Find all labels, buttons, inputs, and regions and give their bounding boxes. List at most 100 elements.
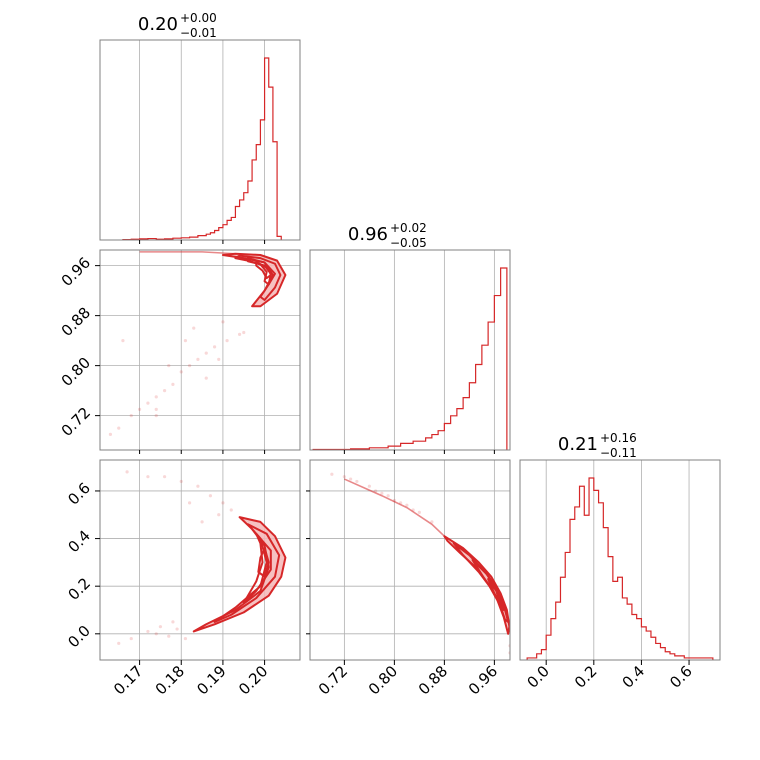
panel-frame [99, 459, 301, 661]
title-value: 0.20 [138, 14, 178, 35]
scatter-point [167, 634, 171, 638]
scatter-point [200, 520, 204, 524]
scatter-point [204, 351, 208, 355]
scatter-point [221, 501, 225, 505]
scatter-point [217, 513, 221, 517]
panel-background [310, 460, 510, 660]
y-tick-label: 0.6 [64, 479, 94, 509]
panel-frame [99, 39, 301, 241]
contour-level [246, 257, 276, 286]
panel-background [310, 250, 510, 450]
scatter-point [117, 641, 121, 645]
scatter-point [108, 432, 113, 436]
y-tick-label: 0.4 [64, 527, 94, 557]
scatter-point [154, 395, 158, 399]
scatter-point [183, 339, 188, 343]
title-lower-error: −0.01 [180, 26, 217, 40]
scatter-point [417, 510, 421, 514]
contour-level [471, 559, 505, 611]
histogram-step-line [526, 477, 714, 660]
scatter-point [212, 345, 217, 349]
scatter-point [355, 479, 359, 484]
scatter-point [242, 330, 246, 335]
scatter-point [386, 494, 390, 498]
histogram-step-line [122, 57, 282, 240]
scatter-point [146, 401, 150, 405]
contour-level [487, 578, 502, 607]
x-tick-label: 0.6 [666, 662, 696, 692]
scatter-point [342, 475, 346, 479]
x-tick-label: 0.80 [365, 662, 401, 698]
scatter-point [183, 636, 188, 641]
x-tick-label: 0.4 [619, 662, 649, 692]
title-upper-error: +0.02 [390, 221, 427, 235]
histogram-title-2: 0.21 +0.16−0.11 [558, 431, 637, 460]
scatter-point [179, 370, 183, 374]
scatter-point [367, 484, 371, 488]
scatter-point [162, 389, 167, 393]
contour-level [255, 260, 272, 280]
scatter-point [187, 501, 192, 505]
x-tick-label: 0.96 [465, 662, 501, 698]
scatter-point [208, 494, 213, 498]
contour-level [213, 523, 281, 623]
x-tick-label: 0.17 [110, 662, 146, 698]
panel-plot-area [526, 460, 714, 660]
y-tick-label: 0.2 [64, 574, 94, 604]
contour-panel-1-2 [309, 459, 511, 661]
scatter-point [175, 627, 179, 631]
panel-plot-area [100, 460, 300, 660]
scatter-point [196, 357, 200, 361]
scatter-point [146, 475, 150, 479]
y-tick-label: 0.0 [64, 622, 94, 652]
density-ridge-line [139, 251, 236, 255]
histogram-title-0: 0.20 +0.00−0.01 [138, 11, 217, 40]
x-tick-label: 0.19 [193, 662, 229, 698]
scatter-point [146, 629, 150, 634]
scatter-point [179, 479, 183, 484]
histogram-step-line [312, 267, 508, 450]
panel-frame [309, 249, 511, 451]
scatter-point [225, 339, 229, 343]
y-tick-label: 0.72 [58, 404, 94, 440]
scatter-point [430, 520, 434, 524]
scatter-point [187, 364, 192, 368]
panel-plot-area [122, 40, 282, 240]
panel-plot-area [310, 460, 510, 660]
histogram-panel-1 [309, 249, 511, 451]
scatter-point [129, 636, 133, 641]
scatter-point [162, 475, 167, 479]
scatter-point [117, 426, 121, 430]
scatter-point [167, 364, 171, 368]
title-upper-error: +0.16 [600, 431, 637, 445]
scatter-point [154, 407, 158, 411]
scatter-point [330, 472, 334, 476]
scatter-point [171, 620, 175, 624]
scatter-point [129, 414, 133, 418]
panel-plot-area [312, 250, 508, 450]
title-value: 0.96 [348, 224, 388, 245]
contour-panel-0-1 [99, 249, 301, 451]
scatter-point [349, 477, 353, 481]
scatter-point [171, 382, 175, 386]
x-tick-label: 0.88 [415, 662, 451, 698]
scatter-point [154, 414, 158, 418]
contour-level [242, 532, 272, 604]
scatter-point [204, 376, 208, 380]
x-tick-label: 0.0 [523, 662, 553, 692]
scatter-point [154, 632, 158, 636]
scatter-point [380, 491, 384, 495]
panel-frame [309, 459, 511, 661]
panel-plot-area [100, 250, 300, 450]
y-tick-label: 0.88 [58, 304, 94, 340]
scatter-point [137, 407, 142, 411]
panel-frame [99, 249, 301, 451]
x-tick-label: 0.2 [571, 662, 601, 692]
density-ridge-line [344, 478, 445, 537]
title-lower-error: −0.11 [600, 446, 637, 460]
y-tick-label: 0.96 [58, 254, 94, 290]
contour-level [257, 547, 270, 578]
scatter-point [125, 470, 129, 474]
scatter-point [196, 484, 200, 488]
